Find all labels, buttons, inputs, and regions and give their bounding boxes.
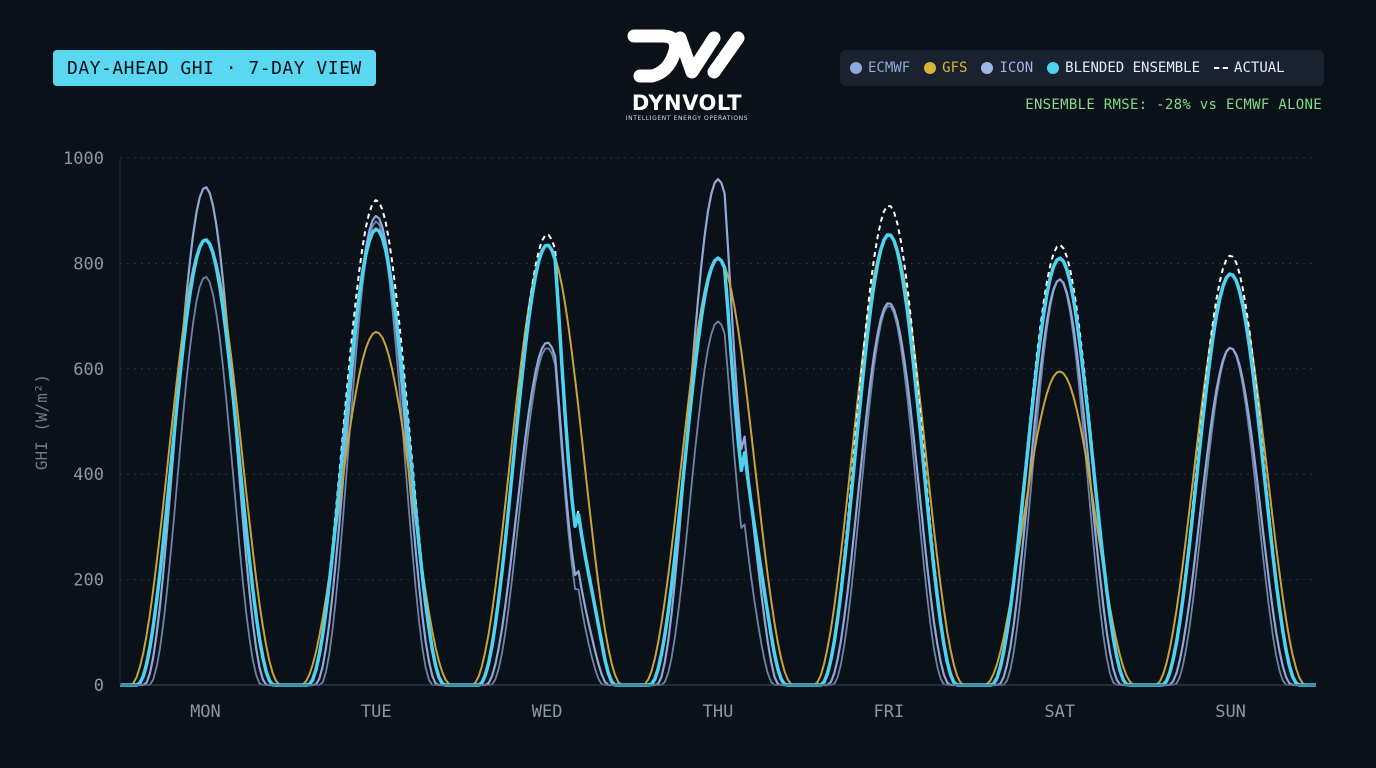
series-line-gfs (120, 233, 1316, 686)
legend-ecmwf-label: ECMWF (868, 60, 911, 76)
legend-item-blended: BLENDED ENSEMBLE (1047, 60, 1200, 76)
x-tick-label: SAT (1044, 702, 1075, 722)
logo-tagline: INTELLIGENT ENERGY OPERATIONS (625, 115, 749, 122)
y-tick-label: 200 (73, 571, 104, 591)
legend-blended-dot (1047, 62, 1060, 74)
legend-item-actual: ACTUAL (1214, 60, 1285, 76)
y-tick-label: 600 (73, 360, 104, 380)
axes: 0 200 400 600 800 1000 MON TUE WED THU FRI SAT SUN (63, 149, 1316, 722)
grid-lines (120, 157, 1316, 581)
legend-item-gfs: GFS (924, 60, 967, 76)
x-tick-label: FRI (873, 702, 904, 722)
series-lines (120, 178, 1316, 687)
legend-gfs-dot (924, 62, 937, 74)
legend-icon-dot (981, 62, 994, 74)
series-line-icon (120, 220, 1316, 686)
dynvolt-logo-icon (627, 29, 745, 83)
y-tick-label: 400 (73, 465, 104, 485)
dynvolt-logo: DYNVOLT INTELLIGENT ENERGY OPERATIONS (612, 26, 762, 132)
x-tick-label: THU (703, 702, 734, 722)
rmse-note: ENSEMBLE RMSE: -28% vs ECMWF ALONE (1025, 97, 1322, 113)
y-axis-label: GHI (W/m²) (32, 374, 51, 470)
series-line-ecmwf (120, 178, 1316, 687)
legend-actual-label: ACTUAL (1234, 60, 1285, 76)
legend-item-ecmwf: ECMWF (850, 60, 910, 76)
x-tick-label: TUE (361, 702, 392, 722)
chart-title-badge: DAY-AHEAD GHI · 7-DAY VIEW (53, 50, 376, 86)
chart-title: DAY-AHEAD GHI · 7-DAY VIEW (67, 57, 362, 79)
legend-blended-label: BLENDED ENSEMBLE (1065, 60, 1201, 76)
logo-wordmark: DYNVOLT (631, 91, 743, 115)
y-tick-label: 800 (73, 254, 104, 274)
y-tick-label: 1000 (63, 149, 104, 169)
x-tick-label: WED (532, 702, 563, 722)
x-tick-label: MON (190, 702, 221, 722)
legend-gfs-label: GFS (942, 60, 968, 76)
chart-legend: ECMWF GFS ICON BLENDED ENSEMBLE ACTUAL (840, 50, 1324, 86)
legend-actual-dash (1214, 67, 1229, 69)
legend-icon-label: ICON (999, 60, 1034, 76)
x-tick-label: SUN (1215, 702, 1246, 722)
series-line-blended-ensemble (120, 227, 1316, 687)
series-line-actual (120, 199, 1316, 686)
legend-item-icon: ICON (981, 60, 1033, 76)
legend-ecmwf-dot (850, 62, 862, 74)
y-tick-label: 0 (94, 676, 104, 696)
